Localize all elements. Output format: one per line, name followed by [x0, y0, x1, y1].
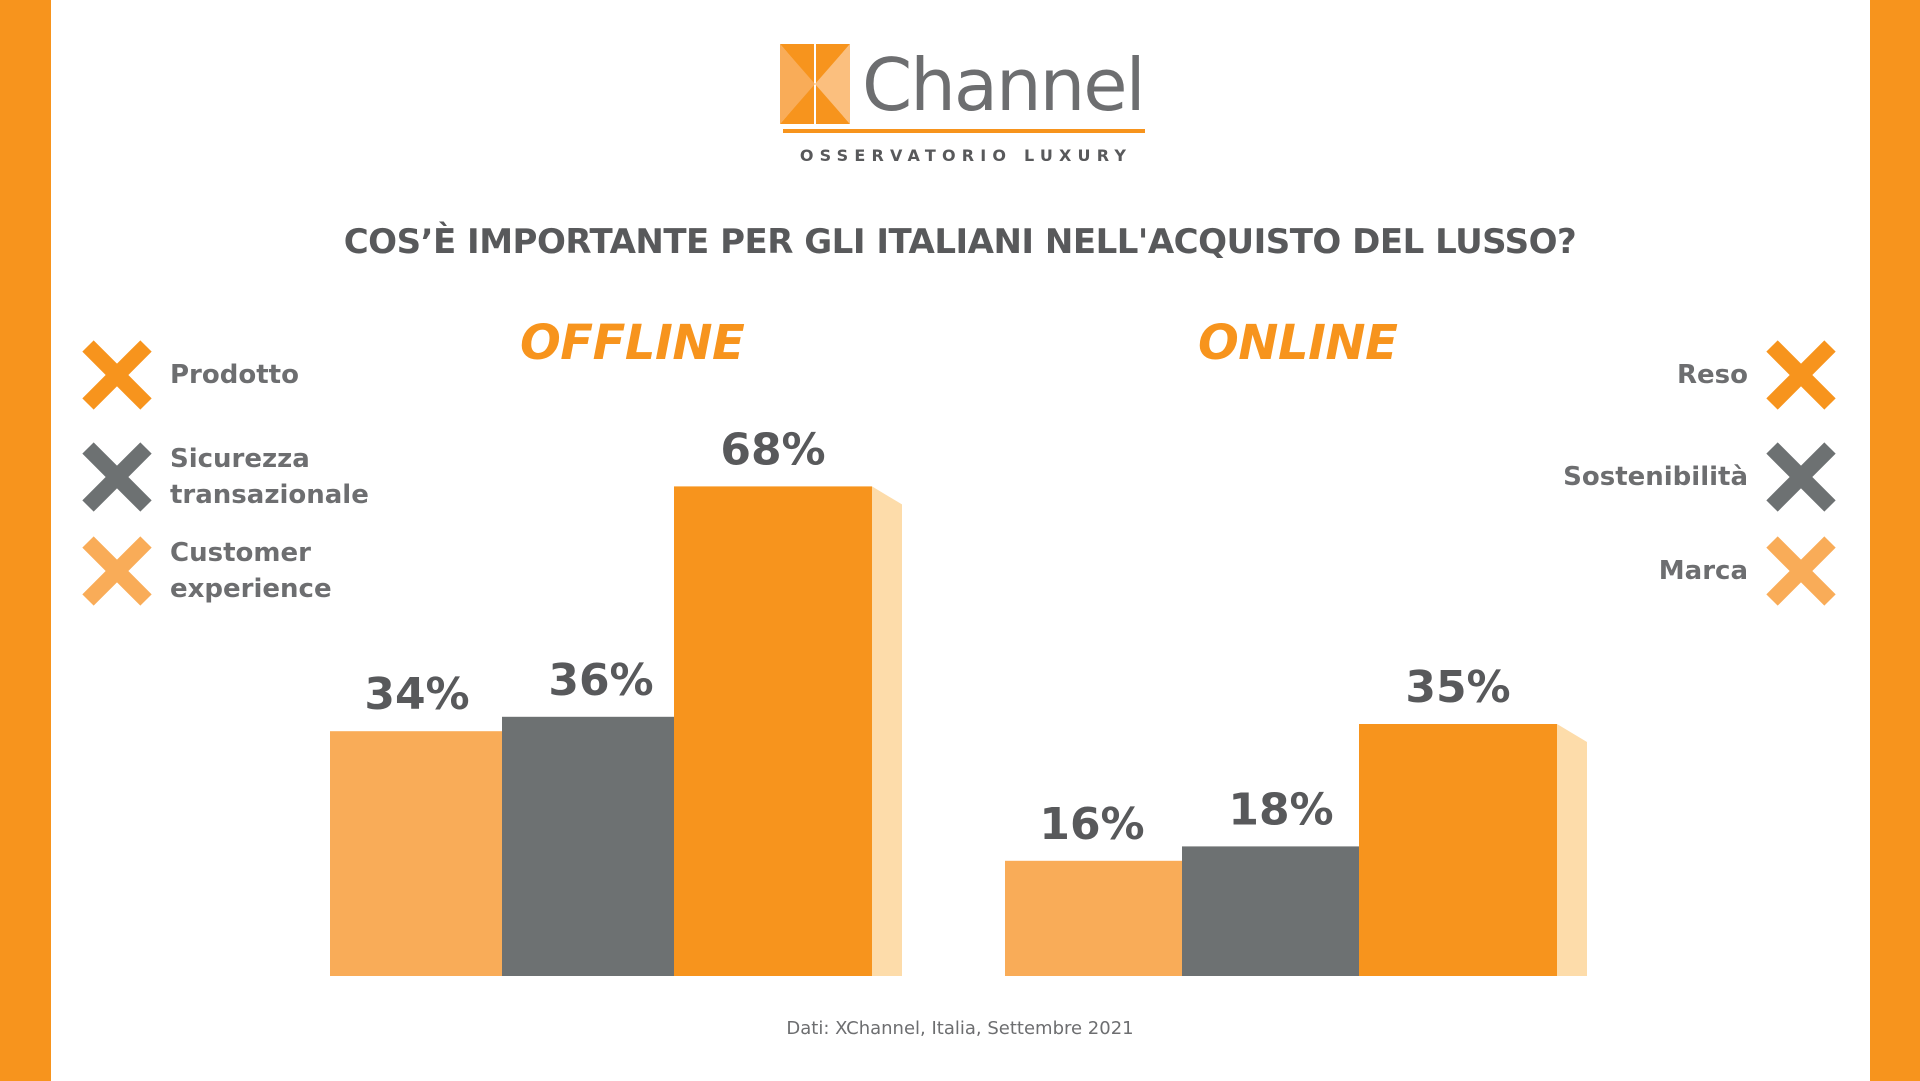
chart-online: 16% 18% 35% [1005, 662, 1587, 976]
legend-item-customer-experience: Customer experience [80, 534, 332, 608]
bar-value-label: 18% [1228, 784, 1333, 835]
logo-wordmark: Channel [862, 43, 1146, 127]
bar-value-label: 16% [1039, 799, 1144, 850]
x-mark-icon [82, 442, 152, 512]
x-mark-icon [1766, 442, 1836, 512]
legend-label: Marca [1658, 556, 1748, 586]
bar [502, 716, 700, 976]
x-mark-icon [1766, 340, 1836, 410]
online-title: ONLINE [1198, 315, 1398, 371]
legend-item-sicurezza: Sicurezza transazionale [80, 440, 369, 514]
x-logo-icon [780, 44, 850, 124]
legend-item-prodotto: Prodotto [80, 338, 299, 412]
x-mark-icon [82, 340, 152, 410]
legend-label-line: transazionale [170, 480, 369, 510]
legend-label: Sostenibilità [1563, 462, 1748, 492]
legend-label: Sicurezza transazionale [170, 441, 369, 513]
left-orange-border [0, 0, 51, 1081]
legend-label: Customer experience [170, 535, 332, 607]
bar-value-label: 35% [1405, 662, 1510, 713]
x-mark-icon [1766, 536, 1836, 606]
x-mark-icon [82, 536, 152, 606]
bar [1182, 846, 1380, 976]
legend-label: Reso [1677, 360, 1748, 390]
xchannel-logo: Channel OSSERVATORIO LUXURY [780, 38, 1146, 173]
bar-value-label: 34% [364, 669, 469, 720]
legend-label-line: Customer [170, 538, 311, 568]
legend-item-reso: Reso [1677, 338, 1838, 412]
bar [1359, 724, 1557, 976]
source-note: Dati: XChannel, Italia, Settembre 2021 [786, 1018, 1134, 1039]
bar [1005, 860, 1203, 976]
bar-side [1557, 724, 1587, 976]
offline-title: OFFLINE [520, 315, 745, 371]
logo-rule [783, 129, 1145, 133]
bar-value-label: 68% [720, 424, 825, 475]
legend-label-line: experience [170, 574, 332, 604]
legend-item-sostenibilita: Sostenibilità [1563, 440, 1838, 514]
legend-item-marca: Marca [1659, 534, 1838, 608]
bar [674, 486, 872, 976]
logo-tagline: OSSERVATORIO LUXURY [799, 146, 1133, 165]
legend-label-line: Sicurezza [170, 444, 310, 474]
legend-label: Prodotto [170, 360, 299, 390]
chart-offline: 34% 36% 68% [330, 424, 902, 976]
bar-side [872, 486, 902, 976]
bar-value-label: 36% [548, 655, 653, 706]
right-orange-border [1870, 0, 1920, 1081]
page-title: COS’È IMPORTANTE PER GLI ITALIANI NELL'A… [343, 222, 1577, 262]
bar [330, 731, 528, 976]
